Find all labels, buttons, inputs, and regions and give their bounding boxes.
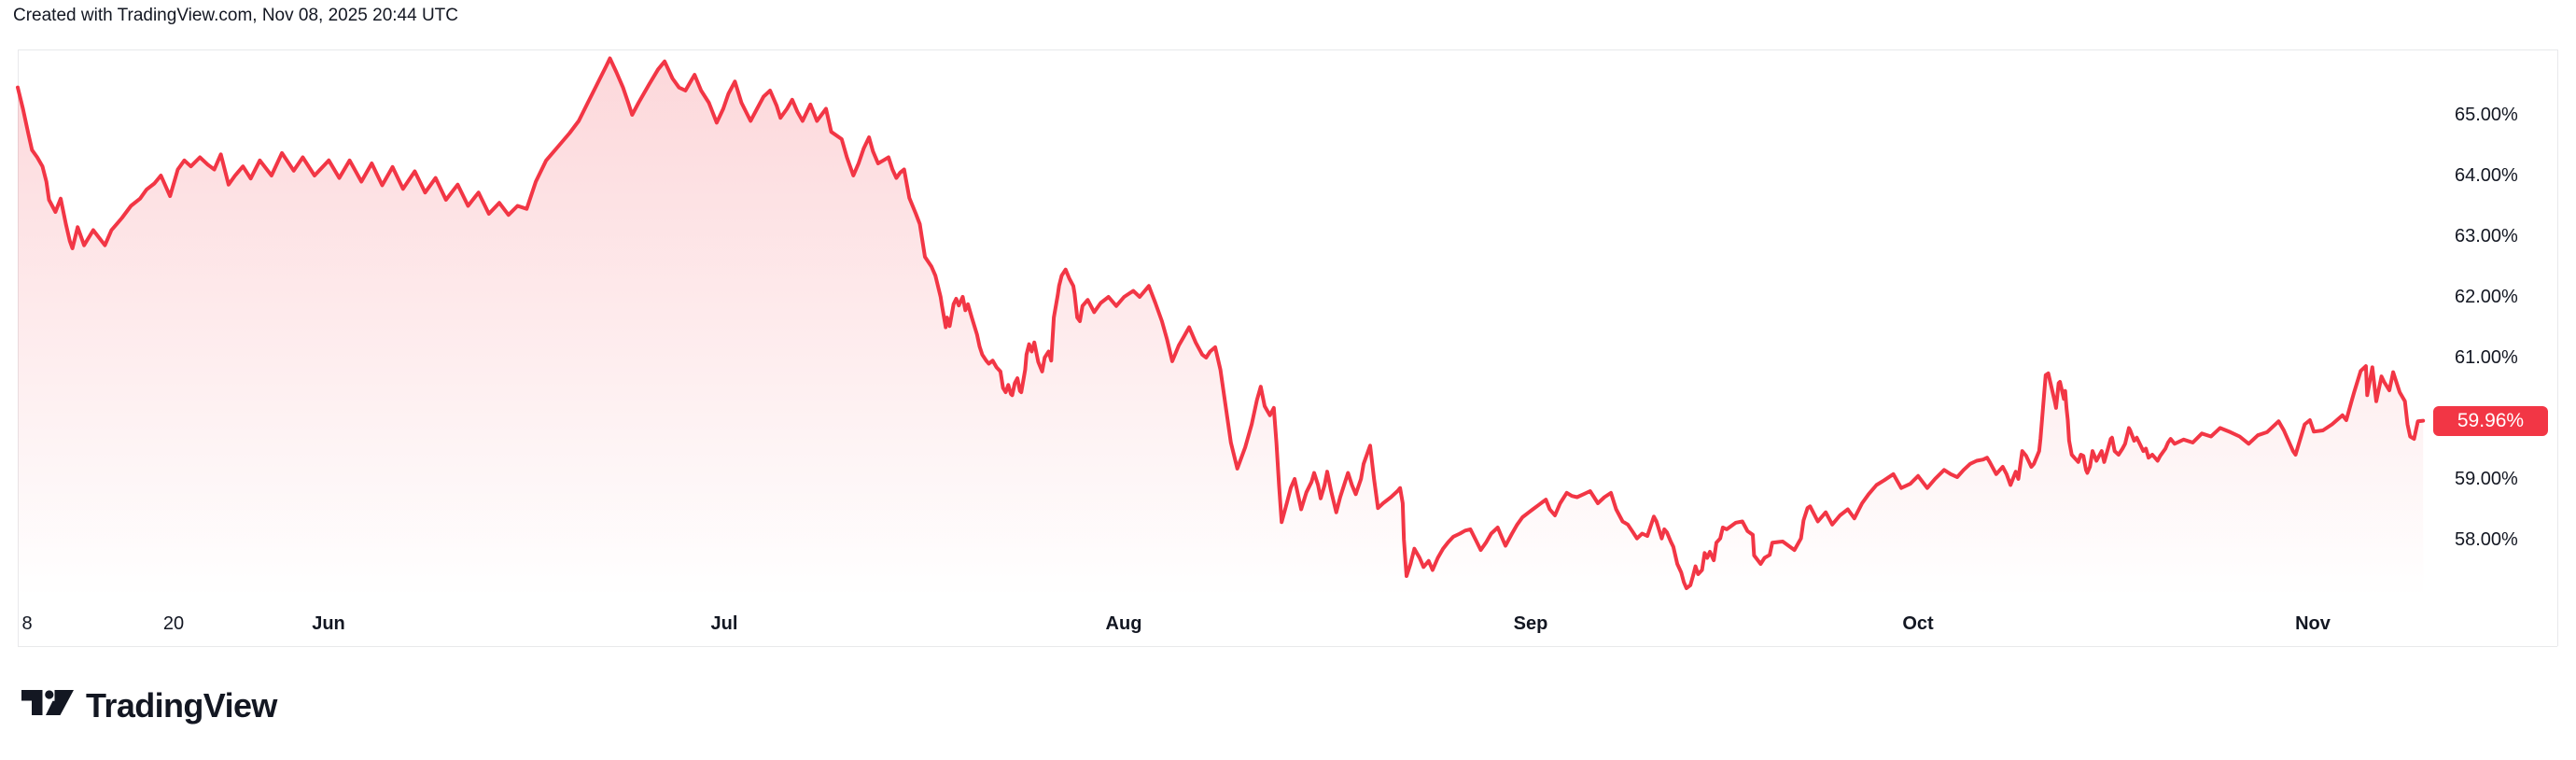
time-tick-label: Oct <box>1902 613 1934 634</box>
price-tick-label: 58.00% <box>2455 529 2518 550</box>
tradingview-logo[interactable]: TradingView <box>21 684 277 729</box>
tradingview-wordmark: TradingView <box>86 686 277 725</box>
last-price-badge: 59.96% <box>2433 406 2548 436</box>
chart-border-top <box>18 49 2557 50</box>
time-tick-label: Nov <box>2295 613 2331 634</box>
price-tick-label: 65.00% <box>2455 105 2518 125</box>
price-tick-label: 63.00% <box>2455 226 2518 246</box>
price-tick-label: 64.00% <box>2455 165 2518 186</box>
time-tick-label: 20 <box>162 613 185 634</box>
price-tick-label: 62.00% <box>2455 287 2518 307</box>
area-fill <box>18 58 2424 602</box>
chart-border-bottom <box>18 646 2557 647</box>
time-tick-label: Jun <box>312 613 345 634</box>
tradingview-logo-icon <box>21 690 74 715</box>
time-tick-label: Aug <box>1105 613 1142 634</box>
price-tick-label: 61.00% <box>2455 347 2518 368</box>
chart-border-right <box>2557 49 2558 646</box>
price-line <box>16 56 2426 590</box>
price-tick-label: 59.00% <box>2455 469 2518 489</box>
time-tick-label: Sep <box>1513 613 1548 634</box>
last-price-label: 59.96% <box>2457 410 2525 431</box>
time-tick-label: Jul <box>710 613 738 634</box>
time-tick-label: 8 <box>21 613 33 634</box>
attribution-text: Created with TradingView.com, Nov 08, 20… <box>13 6 459 25</box>
